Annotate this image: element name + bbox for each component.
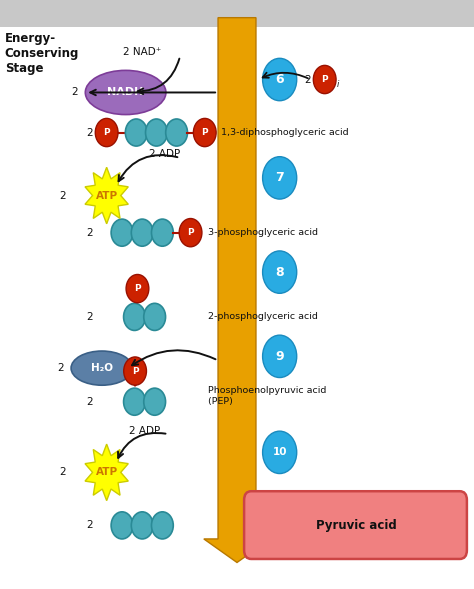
Ellipse shape bbox=[85, 71, 166, 115]
Text: 10: 10 bbox=[273, 448, 287, 457]
Text: NADH: NADH bbox=[108, 88, 144, 97]
Text: ATP: ATP bbox=[96, 468, 118, 477]
Text: 2: 2 bbox=[86, 228, 92, 237]
Ellipse shape bbox=[71, 351, 133, 385]
Text: P: P bbox=[321, 75, 328, 84]
Text: Pyruvic acid: Pyruvic acid bbox=[316, 519, 397, 532]
Text: 1,3-diphosphoglyceric acid: 1,3-diphosphoglyceric acid bbox=[218, 128, 349, 137]
Polygon shape bbox=[85, 444, 128, 501]
Text: P: P bbox=[134, 284, 141, 293]
Text: 8: 8 bbox=[275, 266, 284, 279]
Text: 2 NAD⁺: 2 NAD⁺ bbox=[123, 47, 161, 57]
Text: P: P bbox=[187, 228, 194, 237]
Text: 2: 2 bbox=[86, 521, 92, 530]
Text: 2-phosphoglyceric acid: 2-phosphoglyceric acid bbox=[205, 312, 318, 322]
Circle shape bbox=[146, 119, 167, 146]
Text: 6: 6 bbox=[275, 73, 284, 86]
Circle shape bbox=[263, 251, 297, 293]
Circle shape bbox=[131, 219, 153, 246]
Text: H₂O: H₂O bbox=[91, 363, 113, 373]
Circle shape bbox=[263, 58, 297, 101]
Circle shape bbox=[111, 512, 133, 539]
Circle shape bbox=[95, 118, 118, 147]
FancyBboxPatch shape bbox=[0, 0, 474, 27]
Text: 2 ADP: 2 ADP bbox=[149, 150, 181, 159]
Circle shape bbox=[152, 512, 173, 539]
Text: Phosphoenolpyruvic acid
 (PEP): Phosphoenolpyruvic acid (PEP) bbox=[205, 386, 326, 405]
Circle shape bbox=[166, 119, 188, 146]
Text: 2: 2 bbox=[86, 128, 92, 137]
Circle shape bbox=[263, 335, 297, 378]
FancyArrow shape bbox=[204, 18, 270, 562]
FancyBboxPatch shape bbox=[244, 491, 467, 559]
Text: 2 ADP: 2 ADP bbox=[129, 426, 160, 436]
Text: 2: 2 bbox=[86, 312, 92, 322]
Circle shape bbox=[124, 388, 146, 415]
Circle shape bbox=[124, 303, 146, 330]
Text: 7: 7 bbox=[275, 171, 284, 184]
Text: P: P bbox=[201, 128, 208, 137]
Text: ATP: ATP bbox=[96, 191, 118, 200]
Circle shape bbox=[124, 357, 146, 385]
Circle shape bbox=[313, 65, 336, 94]
Text: 2: 2 bbox=[86, 397, 92, 406]
Circle shape bbox=[125, 119, 147, 146]
Text: 2: 2 bbox=[304, 75, 310, 84]
Text: 2: 2 bbox=[57, 363, 64, 373]
Text: 2: 2 bbox=[60, 468, 66, 477]
Circle shape bbox=[263, 431, 297, 474]
Text: 3-phosphoglyceric acid: 3-phosphoglyceric acid bbox=[205, 228, 318, 237]
Circle shape bbox=[179, 219, 202, 247]
Text: 2: 2 bbox=[60, 191, 66, 200]
Polygon shape bbox=[85, 167, 128, 224]
Text: P: P bbox=[132, 366, 138, 376]
Circle shape bbox=[144, 303, 165, 330]
Circle shape bbox=[131, 512, 153, 539]
Text: 2: 2 bbox=[72, 88, 78, 97]
Circle shape bbox=[126, 274, 149, 303]
Circle shape bbox=[193, 118, 216, 147]
Text: Energy-
Conserving
Stage: Energy- Conserving Stage bbox=[5, 32, 79, 75]
Text: i: i bbox=[337, 80, 339, 89]
Text: 9: 9 bbox=[275, 350, 284, 363]
Text: P: P bbox=[103, 128, 110, 137]
Circle shape bbox=[263, 157, 297, 199]
Circle shape bbox=[152, 219, 173, 246]
Circle shape bbox=[144, 388, 165, 415]
Circle shape bbox=[111, 219, 133, 246]
